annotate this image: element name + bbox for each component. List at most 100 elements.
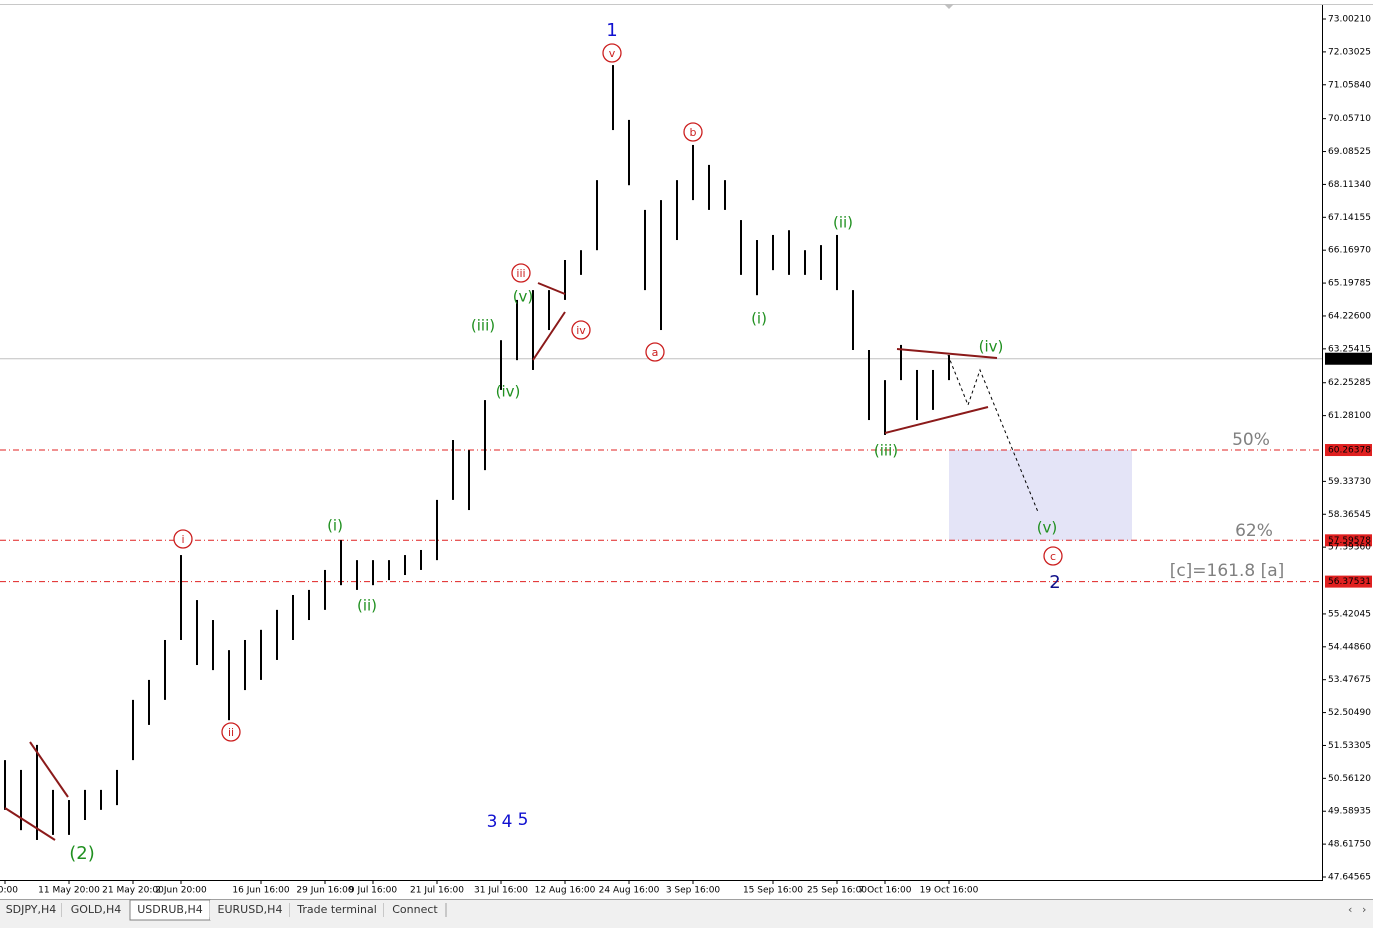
y-tick-label: 72.03025: [1328, 47, 1371, 57]
y-tick-label: 70.05710: [1328, 114, 1371, 124]
wave-label: [c]=161.8 [a]: [1170, 561, 1285, 581]
scroll-right[interactable]: ›: [1362, 903, 1366, 916]
wave-label: (i): [751, 310, 767, 328]
price-bar: [948, 355, 950, 381]
price-bar: [36, 744, 38, 840]
y-tick-label: 47.64565: [1328, 873, 1371, 883]
x-tick-label: 21 Jul 16:00: [410, 886, 464, 896]
trend-line: [884, 406, 989, 434]
tab-label[interactable]: Trade terminal: [296, 903, 377, 916]
price-bar: [148, 679, 150, 725]
wave-circle: [173, 529, 193, 549]
wave-circle: [683, 122, 703, 142]
price-bar: [852, 290, 854, 351]
price-bar: [420, 549, 422, 570]
price-bar: [820, 245, 822, 280]
price-bar: [676, 180, 678, 241]
wave-label: (2): [69, 843, 95, 864]
price-bar: [884, 380, 886, 435]
y-tick-label: 66.16970: [1328, 246, 1371, 256]
price-bar: [340, 540, 342, 586]
price-bar: [644, 209, 646, 291]
y-tick-label: 52.50490: [1328, 708, 1371, 718]
wave-label: c: [1050, 550, 1056, 563]
x-tick-label: 12 Aug 16:00: [535, 886, 596, 896]
price-bar: [548, 290, 550, 331]
price-marker: [1325, 575, 1372, 588]
price-bar: [84, 789, 86, 821]
x-tick-label: 2 Jun 20:00: [155, 886, 207, 896]
price-bar: [500, 340, 502, 390]
tab[interactable]: [62, 900, 130, 920]
wave-label: (ii): [357, 597, 377, 615]
price-bar: [788, 230, 790, 275]
wave-label: 2: [1049, 572, 1060, 593]
y-tick-label: 50.56120: [1328, 774, 1371, 784]
tab[interactable]: [384, 900, 446, 920]
price-bar: [692, 144, 694, 201]
tab-label[interactable]: SDJPY,H4: [6, 903, 57, 916]
price-bar: [228, 650, 230, 721]
tab[interactable]: [0, 900, 62, 920]
price-bar: [308, 589, 310, 621]
wave-label: 4: [502, 812, 513, 832]
tab-label[interactable]: EURUSD,H4: [218, 903, 283, 916]
wave-label: (iii): [471, 317, 495, 335]
y-tick-label: 54.44860: [1328, 642, 1371, 652]
wave-label: iv: [576, 324, 586, 337]
price-bar: [484, 400, 486, 471]
price-bar: [356, 560, 358, 590]
x-tick-label: 15 Sep 16:00: [743, 886, 803, 896]
trend-lines: [4, 282, 998, 841]
wave-label: (iv): [979, 338, 1004, 356]
price-bar: [836, 234, 838, 291]
price-bar: [436, 499, 438, 561]
price-bar: [724, 180, 726, 210]
y-tick-label: 48.61750: [1328, 840, 1371, 850]
price-marker-label: 56.37531: [1328, 577, 1371, 587]
y-tick-label: 53.47675: [1328, 675, 1371, 685]
price-bar: [180, 555, 182, 640]
tab-label[interactable]: GOLD,H4: [71, 903, 122, 916]
price-bar: [900, 344, 902, 381]
price-bar: [292, 594, 294, 640]
y-tick-label: 65.19785: [1328, 279, 1371, 289]
y-tick-label: 62.25285: [1328, 378, 1371, 388]
price-bar: [612, 65, 614, 131]
projection-path: [947, 354, 1039, 513]
y-tick-label: 61.28100: [1328, 411, 1371, 421]
price-marker: [1325, 444, 1372, 457]
y-tick-label: 55.42045: [1328, 609, 1371, 619]
price-bar: [132, 699, 134, 761]
wave-circle: [645, 342, 665, 362]
wave-circle: [1043, 546, 1063, 566]
tab-label[interactable]: USDRUB,H4: [137, 903, 203, 916]
y-tick-label: 73.00210: [1328, 15, 1371, 25]
x-tick-label: 25 Sep 16:00: [807, 886, 867, 896]
wave-label: 5: [518, 810, 529, 830]
scroll-left[interactable]: ‹: [1348, 903, 1352, 916]
wave-label: (iii): [874, 442, 898, 460]
x-tick-label: 16 Jun 16:00: [232, 886, 289, 896]
wave-label: 62%: [1235, 521, 1273, 541]
price-bar: [324, 569, 326, 610]
price-bar: [196, 600, 198, 666]
y-tick-label: 71.05840: [1328, 80, 1371, 90]
price-bar: [20, 769, 22, 831]
wave-label: 1: [606, 20, 617, 41]
price-bar: [372, 560, 374, 586]
price-bar: [260, 629, 262, 680]
price-bar: [756, 240, 758, 296]
x-tick-label: 11 May 20:00: [38, 886, 100, 896]
tab-label[interactable]: Connect: [392, 903, 438, 916]
tab[interactable]: [290, 900, 384, 920]
y-tick-label: 51.53305: [1328, 741, 1371, 751]
price-bar: [708, 164, 710, 210]
target-zone: [949, 450, 1132, 541]
tab[interactable]: [210, 900, 290, 920]
trend-line: [896, 348, 998, 359]
wave-label: ii: [228, 726, 234, 739]
